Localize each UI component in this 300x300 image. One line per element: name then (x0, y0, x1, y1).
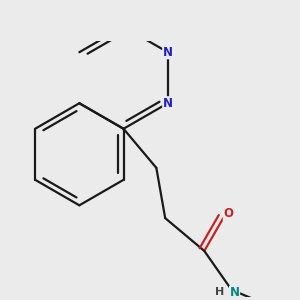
Text: N: N (163, 97, 173, 110)
Text: O: O (223, 207, 233, 220)
Text: H: H (215, 287, 224, 297)
Text: N: N (230, 286, 240, 299)
Text: N: N (163, 46, 173, 59)
